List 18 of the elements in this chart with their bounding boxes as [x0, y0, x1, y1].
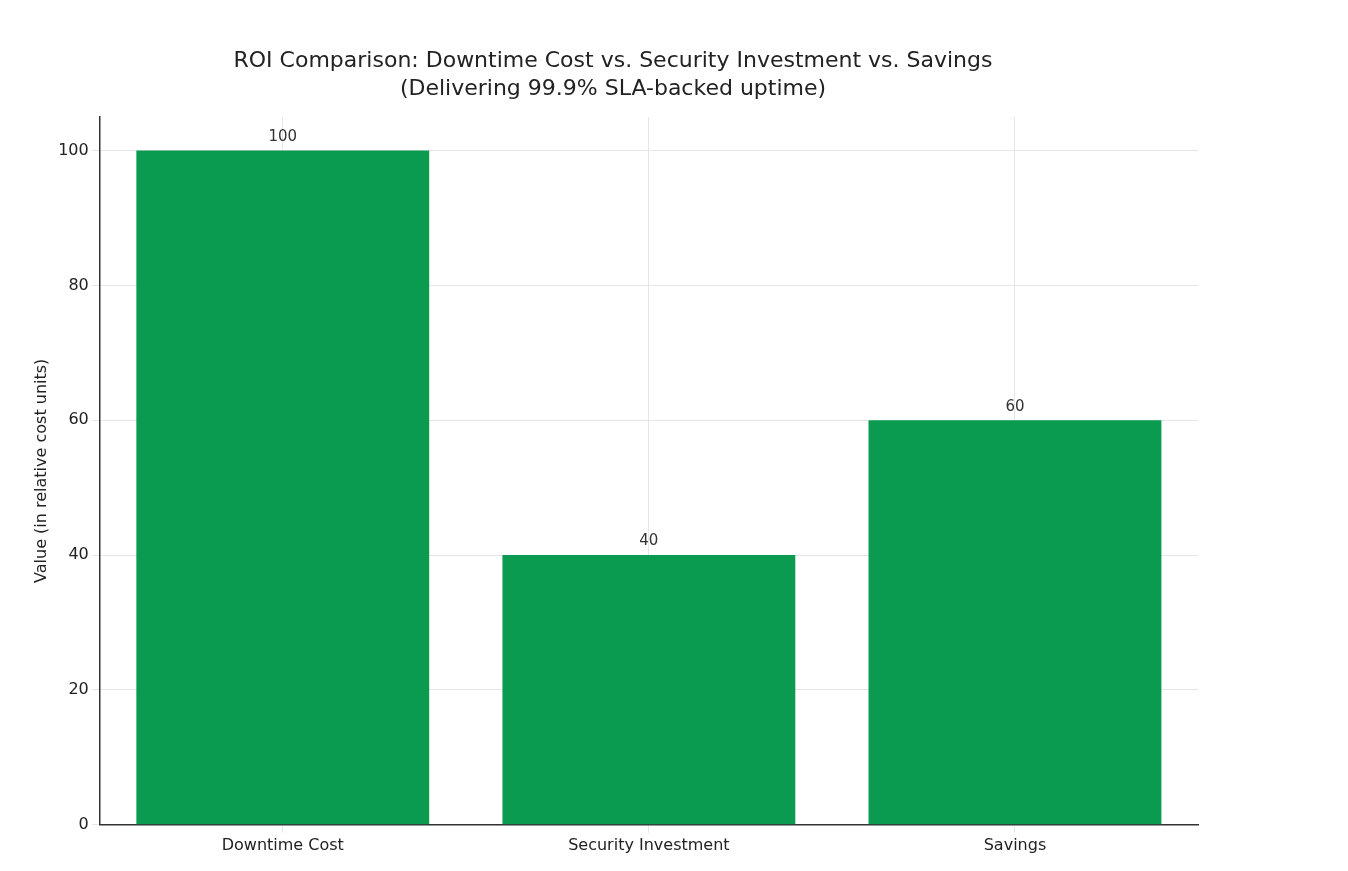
chart-subtitle: (Delivering 99.9% SLA-backed uptime) [399, 75, 827, 101]
y-tick-label: 0 [78, 813, 89, 833]
y-tick-label: 80 [68, 274, 89, 294]
y-tick-label: 60 [68, 409, 89, 429]
y-axis-title: Value (in relative cost units) [30, 358, 50, 583]
y-tick-label: 40 [68, 544, 89, 564]
bar [136, 150, 430, 825]
x-tick-label: Savings [983, 834, 1047, 854]
y-tick-label: 20 [68, 679, 89, 699]
bar [868, 420, 1162, 825]
data-label: 40 [639, 531, 659, 550]
data-label: 60 [1005, 396, 1025, 415]
chart-title: ROI Comparison: Downtime Cost vs. Security Investment vs. Savings [233, 46, 993, 72]
y-tick-label: 100 [58, 139, 89, 159]
x-tick-label: Security Investment [568, 834, 730, 854]
bar [502, 555, 796, 825]
x-tick-label: Downtime Cost [221, 834, 344, 854]
data-label: 100 [268, 126, 298, 145]
